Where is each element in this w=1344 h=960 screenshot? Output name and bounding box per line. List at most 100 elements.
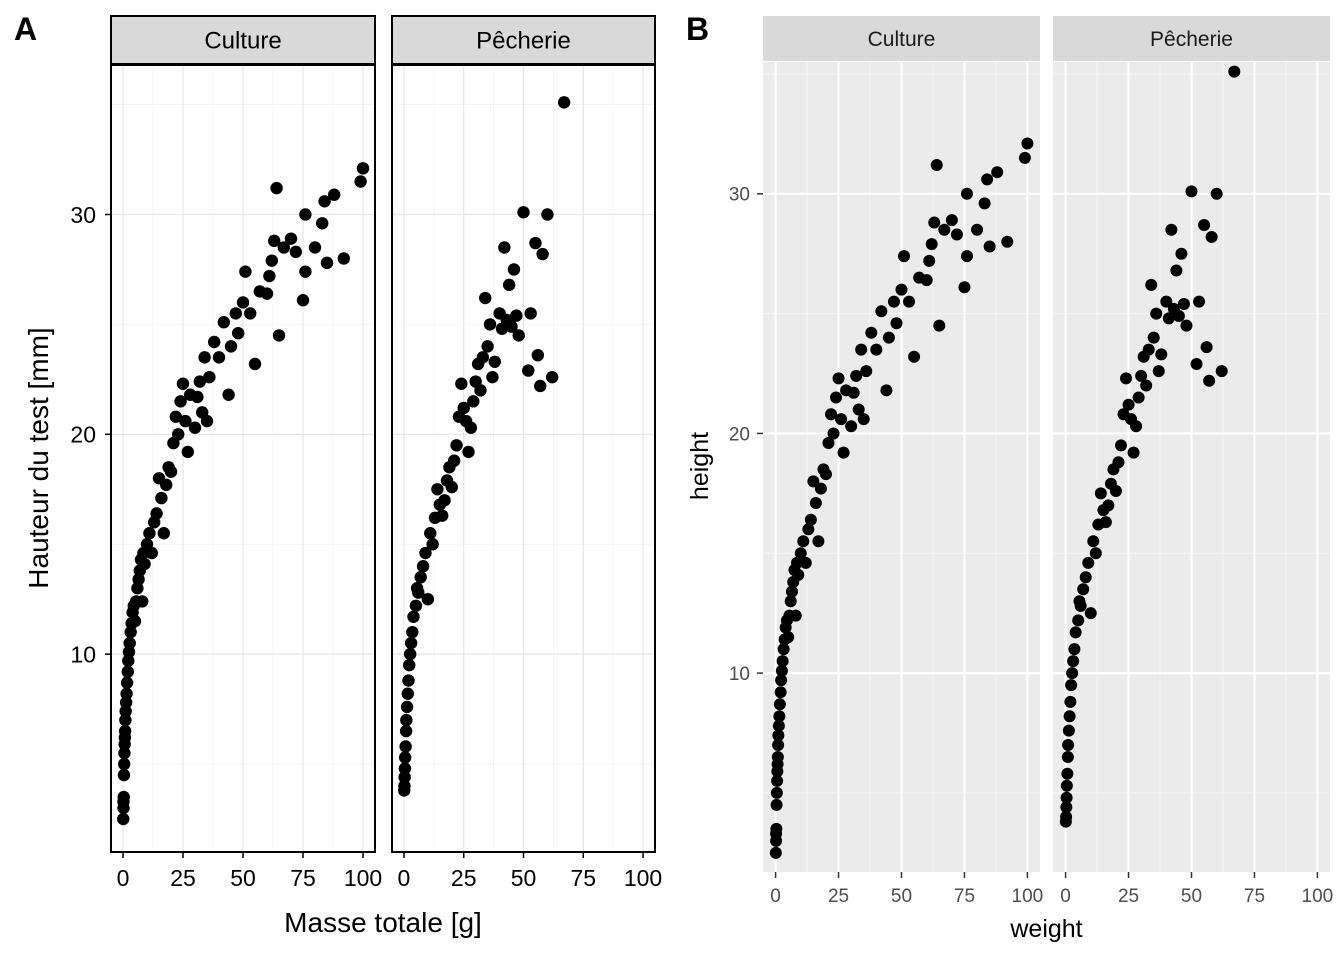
panel-b-culture-point — [832, 372, 845, 385]
panel-b-pecherie-point — [1135, 369, 1148, 382]
panel-a-culture-point — [198, 351, 211, 364]
panel-b-pecherie-point — [1066, 667, 1079, 680]
panel-a-pecherie-point — [403, 647, 417, 661]
panel-a-pecherie-point — [419, 546, 432, 560]
panel-b-culture-point — [777, 643, 790, 656]
panel-b-culture-point — [824, 408, 837, 421]
panel-b-culture-point — [852, 403, 865, 416]
panel-b-pecherie-point — [1060, 791, 1073, 804]
panel-a-culture-point — [150, 507, 163, 520]
panel-a-culture-point — [270, 181, 283, 195]
panel-b-pecherie-point — [1065, 679, 1078, 692]
panel-a-culture-point — [172, 428, 185, 441]
panel-b-pecherie-point — [1064, 695, 1077, 708]
panel-b-culture-point — [981, 173, 994, 186]
panel-a-culture-point — [354, 175, 367, 188]
panel-b-pecherie-point — [1122, 398, 1135, 411]
panel-b-culture-point — [769, 846, 782, 859]
panel-b-culture-point — [983, 240, 996, 253]
panel-b-pecherie-point — [1170, 264, 1183, 277]
panel-b-pecherie-point — [1094, 487, 1107, 500]
panel-b-pecherie-point — [1102, 499, 1115, 512]
panel-b-culture-x-tick-label: 0 — [770, 886, 781, 907]
panel-a-culture-point — [229, 307, 242, 320]
panel-b-pecherie-point — [1130, 420, 1143, 433]
panel-b-pecherie-point — [1063, 710, 1076, 723]
panel-a-pecherie-point — [421, 592, 435, 606]
panel-b-culture-point — [837, 446, 850, 459]
panel-a-culture-point — [289, 245, 302, 259]
panel-b-culture-point — [770, 822, 783, 835]
panel-b-culture-point — [857, 413, 870, 426]
panel-a-culture-x-tick-label: 25 — [170, 865, 196, 891]
panel-a-culture-point — [308, 241, 322, 254]
panel-a-pecherie-point — [414, 571, 427, 584]
panel-a-culture-point — [164, 465, 178, 478]
panel-a-pecherie-point — [531, 348, 545, 362]
panel-b-culture-point — [772, 729, 785, 742]
panel-b-culture-point — [830, 391, 843, 404]
panel-b-culture-point — [822, 437, 835, 450]
panel-a-pecherie-point — [416, 560, 430, 573]
panel-a-pecherie-strip — [391, 15, 656, 65]
panel-b-pecherie-point — [1072, 614, 1085, 627]
panel-a-culture-point — [272, 329, 286, 342]
panel-a-pecherie-point — [467, 395, 480, 408]
panel-a-culture-point — [200, 414, 214, 428]
panel-b-culture-point — [776, 655, 789, 668]
panel-b-pecherie-point — [1162, 312, 1175, 325]
panel-a-pecherie-point — [529, 236, 542, 250]
panel-b-culture-point — [814, 482, 827, 495]
panel-b-x-axis-title: weight — [1009, 915, 1082, 943]
panel-a-culture-point — [236, 296, 250, 309]
panel-a-pecherie-x-tick-label: 100 — [624, 865, 662, 891]
panel-a-pecherie-point — [406, 625, 419, 639]
panel-a-pecherie-point — [398, 779, 411, 793]
panel-a-culture-point — [208, 335, 221, 349]
panel-a-pecherie-point — [457, 401, 470, 415]
panel-a-culture-point — [239, 265, 252, 278]
panel-b-culture-point — [880, 384, 893, 397]
panel-b-pecherie-point — [1112, 456, 1125, 469]
panel-b-culture-point — [1021, 137, 1034, 150]
panel-a-culture-point — [248, 357, 262, 371]
panel-b-culture-point — [971, 223, 984, 236]
panel-a-pecherie-x-tick-label: 25 — [451, 865, 477, 891]
panel-a-culture-point — [328, 188, 341, 201]
panel-a-y-tick-label: 10 — [70, 641, 96, 667]
panel-b-culture-point — [865, 326, 878, 339]
panel-a-pecherie-point — [464, 421, 478, 434]
panel-b-pecherie-strip-label: Pêcherie — [1150, 28, 1233, 51]
panel-b-pecherie-point — [1200, 341, 1213, 354]
panel-b-culture-point — [870, 343, 883, 356]
panel-a-culture-point — [224, 340, 238, 353]
panel-b-culture-point — [933, 319, 946, 332]
panel-a-culture-point — [188, 421, 202, 434]
panel-b-pecherie-point — [1152, 365, 1165, 378]
panel-b-pecherie-point — [1109, 484, 1122, 497]
panel-b-culture-point — [1018, 151, 1031, 164]
panel-a-pecherie-x-tick-label: 50 — [511, 865, 537, 891]
panel-a-pecherie-point — [502, 278, 516, 292]
panel-a-pecherie-point — [498, 241, 511, 254]
panel-a-culture-point — [299, 208, 312, 221]
panel-a-culture-point — [118, 746, 131, 760]
panel-b-pecherie-point — [1190, 357, 1203, 370]
panel-b-culture-point — [789, 609, 802, 622]
panel-b-pecherie-point — [1145, 278, 1158, 291]
panel-a-pecherie-point — [404, 636, 418, 650]
panel-b-pecherie-point — [1062, 724, 1075, 737]
panel-a-culture-point — [316, 217, 329, 230]
panel-b-culture-point — [792, 568, 805, 581]
panel-b-culture-point — [960, 250, 973, 263]
panel-b-culture-point — [875, 305, 888, 318]
panel-b-culture-point — [960, 187, 973, 200]
panel-a-pecherie-point — [447, 454, 461, 467]
panel-b-culture-point — [797, 535, 810, 548]
panel-b-culture-point — [847, 386, 860, 399]
panel-b-culture-point — [809, 496, 822, 509]
panel-b-culture-point — [887, 295, 900, 308]
panel-a-culture-point — [119, 696, 133, 709]
panel-a-culture-point — [120, 676, 134, 689]
panel-b-culture-point — [923, 254, 936, 267]
